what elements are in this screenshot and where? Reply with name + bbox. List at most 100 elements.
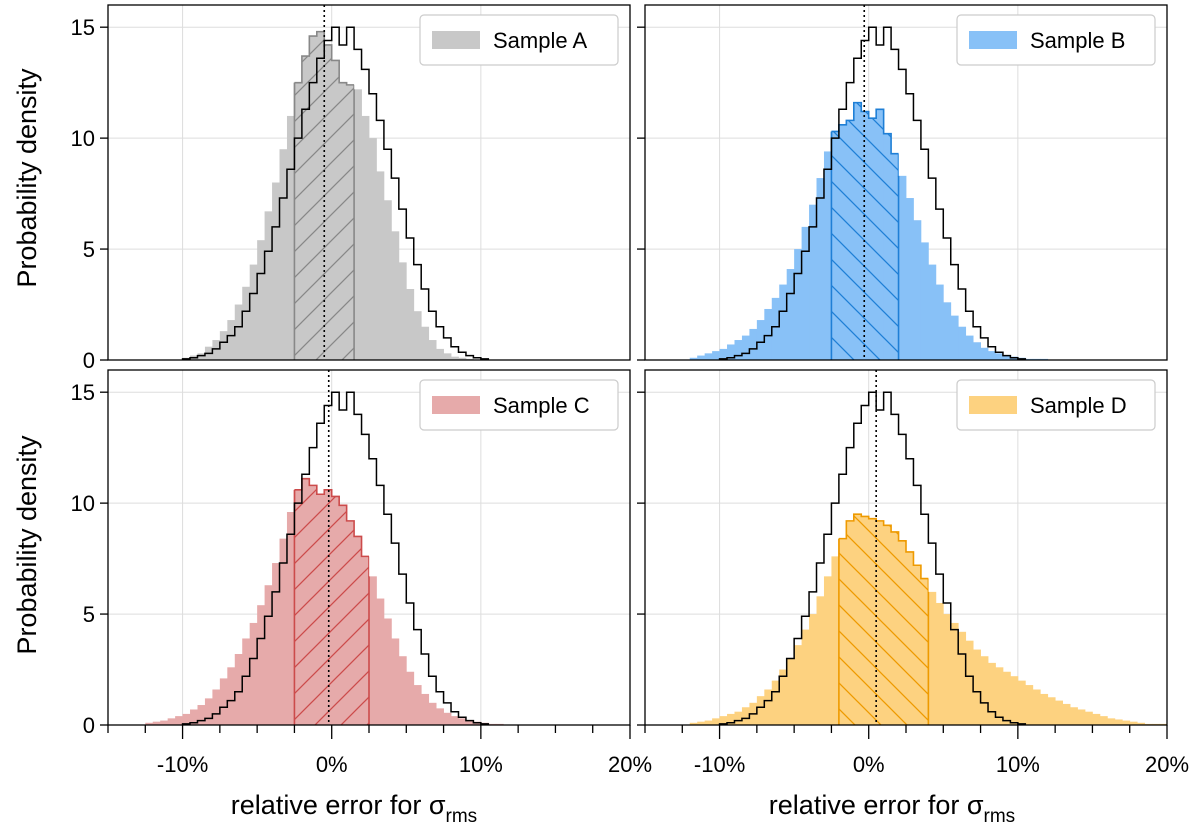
plot-area bbox=[181, 5, 490, 360]
histogram-bar bbox=[913, 220, 922, 360]
histogram-bar bbox=[712, 351, 720, 360]
histogram-bar bbox=[988, 351, 996, 360]
x-tick-label: 20% bbox=[1145, 752, 1189, 777]
histogram-bar bbox=[212, 340, 221, 360]
histogram-bar bbox=[689, 357, 698, 360]
histogram-bar bbox=[1002, 355, 1011, 360]
histogram-bar bbox=[935, 284, 944, 360]
histogram-bar bbox=[958, 326, 967, 360]
histogram-bar bbox=[1099, 716, 1108, 725]
reference-outline bbox=[181, 26, 490, 360]
histogram-bar bbox=[950, 315, 959, 360]
histogram-bar bbox=[391, 231, 400, 360]
histogram-bar bbox=[465, 720, 474, 725]
legend-swatch bbox=[432, 31, 480, 49]
histogram-bar bbox=[801, 629, 810, 725]
legend-swatch bbox=[969, 396, 1017, 414]
hatched-region bbox=[831, 101, 899, 360]
histogram-bar bbox=[361, 115, 370, 360]
legend: Sample C bbox=[419, 379, 619, 431]
histogram-bar bbox=[801, 226, 810, 360]
histogram-bar bbox=[413, 311, 422, 360]
histogram-bar bbox=[197, 353, 206, 360]
hatched-fill bbox=[831, 102, 899, 360]
histogram-bar bbox=[458, 357, 467, 360]
histogram-bar bbox=[689, 722, 698, 725]
histogram-bar bbox=[406, 671, 415, 725]
hatched-region bbox=[294, 477, 369, 725]
histogram-bar bbox=[175, 716, 183, 725]
y-tick-label: 15 bbox=[71, 380, 95, 405]
legend-box bbox=[956, 379, 1156, 431]
x-tick-label: 20% bbox=[608, 752, 652, 777]
plot-area bbox=[689, 5, 1049, 360]
histogram-bar bbox=[779, 284, 788, 360]
histogram-bar bbox=[741, 335, 750, 360]
histogram-bar bbox=[965, 640, 974, 725]
histogram-bar bbox=[264, 211, 273, 360]
histogram-bar bbox=[272, 182, 280, 360]
histogram-bar bbox=[1114, 719, 1123, 725]
histogram-bar bbox=[383, 200, 392, 360]
histogram-bar bbox=[182, 713, 191, 725]
hatched-fill bbox=[294, 478, 369, 725]
histogram-bar bbox=[1032, 689, 1041, 725]
histogram-bar bbox=[1084, 711, 1093, 725]
histogram-bar bbox=[1017, 680, 1026, 725]
histogram-bar bbox=[973, 342, 981, 360]
hatched-fill bbox=[838, 514, 929, 725]
histogram-bar bbox=[1122, 720, 1131, 725]
histogram-bar bbox=[786, 269, 795, 360]
panel-frame bbox=[644, 4, 1168, 361]
histogram-bar bbox=[443, 353, 452, 360]
histogram-bar bbox=[973, 649, 981, 725]
histogram-bar bbox=[756, 320, 765, 360]
y-tick-label: 5 bbox=[83, 237, 95, 262]
histogram-bar bbox=[727, 344, 735, 360]
legend: Sample A bbox=[419, 14, 619, 66]
histogram-bar bbox=[257, 240, 265, 360]
histogram-bar bbox=[376, 598, 385, 725]
histogram-bar bbox=[257, 605, 265, 725]
histogram-bar bbox=[898, 175, 907, 360]
histogram-bar bbox=[391, 638, 400, 725]
legend-label: Sample C bbox=[493, 393, 590, 418]
histogram-bar bbox=[950, 622, 959, 725]
histogram-bar bbox=[443, 712, 452, 725]
y-tick-label: 0 bbox=[83, 348, 95, 373]
histogram-bar bbox=[1062, 703, 1071, 725]
histogram-bar bbox=[421, 693, 430, 725]
histogram-bar bbox=[1040, 693, 1049, 725]
y-tick-label: 0 bbox=[83, 713, 95, 738]
histogram-bar bbox=[965, 335, 974, 360]
histogram-bar bbox=[794, 645, 802, 725]
histogram-bar bbox=[249, 622, 258, 725]
y-axis-label-bottom: Probability density bbox=[12, 435, 42, 655]
histogram-bar bbox=[398, 656, 407, 725]
y-tick-label: 5 bbox=[83, 602, 95, 627]
plot-area bbox=[145, 370, 504, 725]
histogram-bar bbox=[242, 286, 251, 360]
y-tick-label: 10 bbox=[71, 126, 95, 151]
histogram-bar bbox=[383, 618, 392, 725]
x-tick-label: 10% bbox=[996, 752, 1040, 777]
histogram-bar bbox=[727, 713, 735, 725]
histogram-bar bbox=[1002, 671, 1011, 725]
x-axis-label-right-subscript: rms bbox=[984, 806, 1016, 827]
histogram-bar bbox=[428, 340, 437, 360]
histogram-bar bbox=[809, 614, 817, 725]
histogram-bar bbox=[272, 563, 280, 725]
histogram-bar bbox=[286, 512, 295, 725]
histogram-bar bbox=[786, 658, 795, 725]
legend-label: Sample A bbox=[493, 28, 587, 53]
histogram-bar bbox=[212, 689, 221, 725]
histogram-bar bbox=[242, 638, 251, 725]
histogram-bar bbox=[406, 289, 415, 360]
histogram-bar bbox=[219, 678, 228, 725]
histogram-bar bbox=[771, 680, 780, 725]
histogram-bar bbox=[369, 576, 377, 725]
histogram-bar bbox=[764, 689, 773, 725]
x-tick-label: 0% bbox=[853, 752, 885, 777]
histogram-bar bbox=[1137, 722, 1146, 725]
histogram-bar bbox=[809, 204, 817, 360]
